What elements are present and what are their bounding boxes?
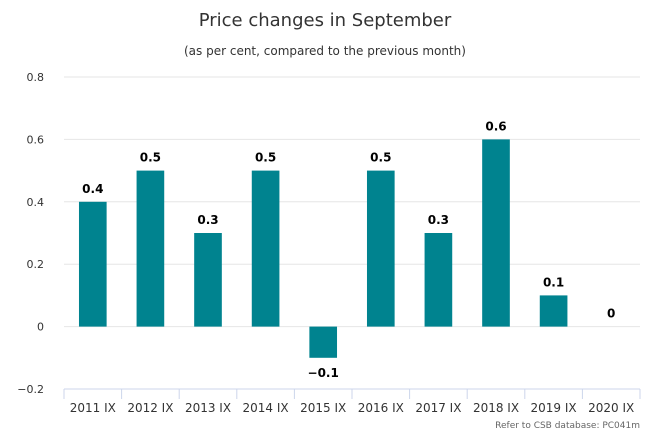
bar	[539, 295, 568, 327]
data-label: 0	[607, 307, 615, 321]
bar	[136, 170, 165, 327]
x-tick-label: 2014 IX	[243, 401, 289, 415]
x-tick-label: 2018 IX	[473, 401, 519, 415]
bar	[251, 170, 280, 327]
bar	[366, 170, 395, 327]
y-tick-label: 0.6	[27, 133, 45, 146]
bar	[309, 326, 338, 358]
y-tick-label: 0.2	[27, 258, 45, 271]
data-label: 0.5	[255, 151, 276, 165]
y-tick-label: −0.2	[17, 383, 44, 396]
chart-subtitle: (as per cent, compared to the previous m…	[184, 44, 466, 58]
x-tick-label: 2015 IX	[300, 401, 346, 415]
x-axis: 2011 IX 2012 IX 2013 IX 2014 IX 2015 IX 2016 …	[63, 388, 641, 415]
bar	[78, 201, 107, 327]
bar	[424, 233, 453, 327]
data-label: 0.4	[82, 182, 103, 196]
x-tick-label: 2011 IX	[70, 401, 116, 415]
y-tick-label: 0	[37, 321, 44, 334]
data-label: 0.6	[485, 119, 506, 133]
data-label: 0.5	[370, 151, 391, 165]
x-tick-label: 2019 IX	[531, 401, 577, 415]
source-credit: Refer to CSB database: PC041m	[495, 421, 640, 431]
data-label: 0.3	[197, 213, 218, 227]
bar	[194, 233, 222, 327]
data-labels: 0.4 0.5 0.3 0.5 −0.1 0.5 0.3 0.6 0.1 0	[82, 119, 615, 379]
y-tick-label: 0.4	[27, 196, 45, 209]
data-label: −0.1	[308, 366, 339, 380]
chart-title: Price changes in September	[199, 10, 452, 31]
x-tick-label: 2012 IX	[127, 401, 173, 415]
data-label: 0.1	[543, 275, 564, 289]
x-tick-label: 2017 IX	[415, 401, 461, 415]
x-tick-label: 2013 IX	[185, 401, 231, 415]
bar	[482, 139, 510, 327]
data-label: 0.5	[140, 151, 161, 165]
x-tick-label: 2016 IX	[358, 401, 404, 415]
x-tick-label: 2020 IX	[588, 401, 634, 415]
y-axis: −0.2 0 0.2 0.4 0.6 0.8	[17, 71, 44, 396]
bars	[78, 139, 568, 358]
data-label: 0.3	[428, 213, 449, 227]
y-tick-label: 0.8	[27, 71, 45, 84]
